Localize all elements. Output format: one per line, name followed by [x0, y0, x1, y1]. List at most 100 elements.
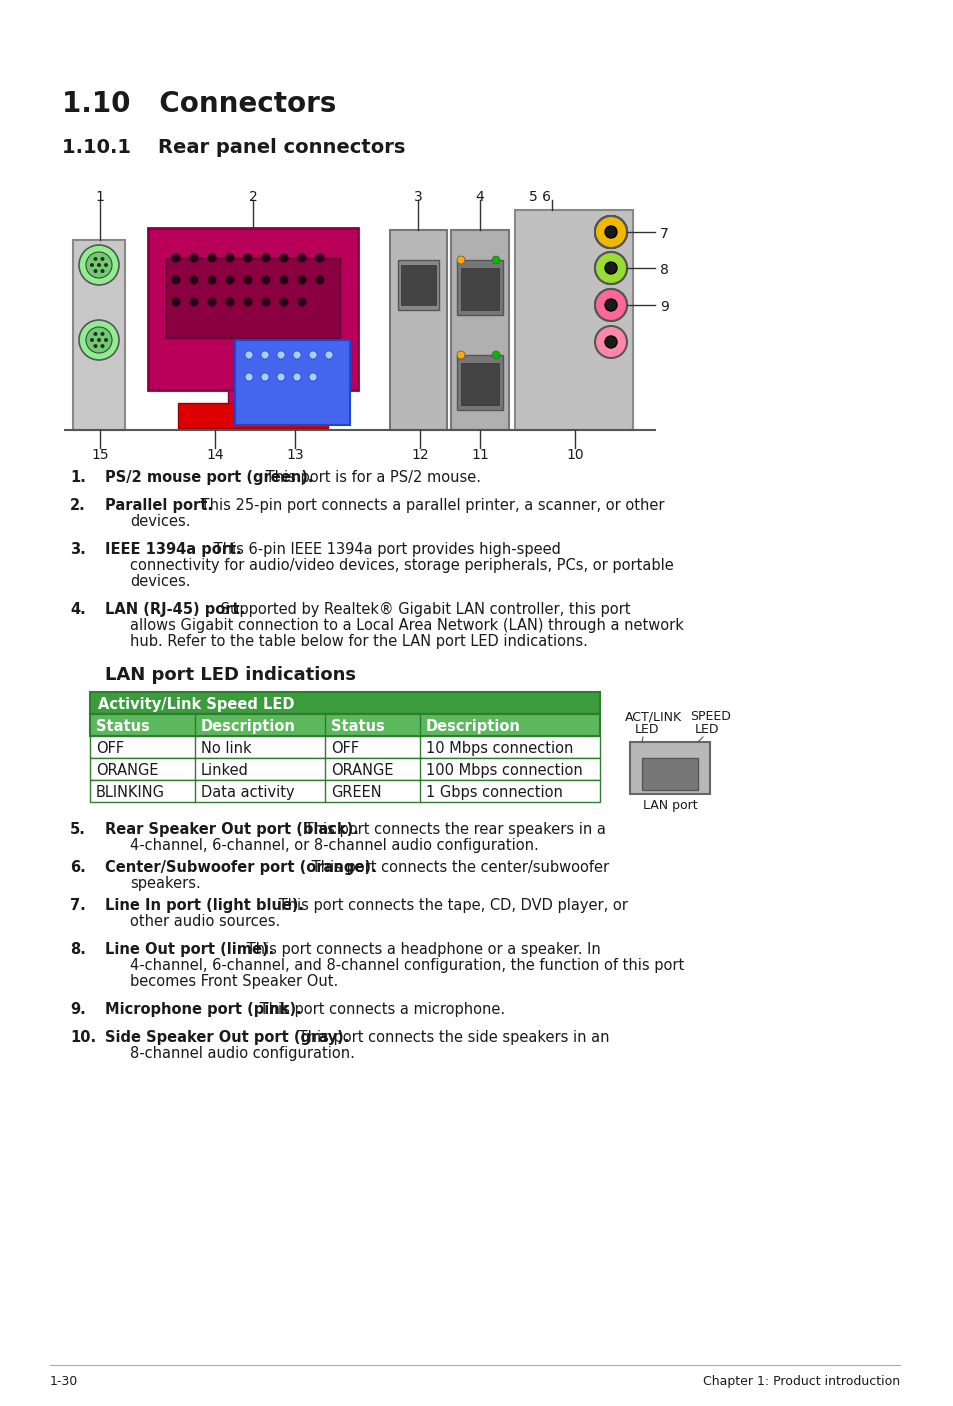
Circle shape — [261, 373, 269, 381]
Text: 4-channel, 6-channel, and 8-channel configuration, the function of this port: 4-channel, 6-channel, and 8-channel conf… — [130, 957, 683, 973]
Circle shape — [97, 337, 101, 342]
Circle shape — [100, 332, 105, 336]
Text: OFF: OFF — [331, 741, 358, 756]
Text: 4-channel, 6-channel, or 8-channel audio configuration.: 4-channel, 6-channel, or 8-channel audio… — [130, 838, 538, 853]
Text: connectivity for audio/video devices, storage peripherals, PCs, or portable: connectivity for audio/video devices, st… — [130, 558, 673, 574]
Bar — [166, 257, 339, 337]
Circle shape — [279, 276, 288, 284]
Text: 4: 4 — [476, 190, 484, 204]
Text: IEEE 1394a port.: IEEE 1394a port. — [105, 541, 241, 557]
Circle shape — [315, 253, 324, 263]
Text: 1-30: 1-30 — [50, 1375, 78, 1388]
Circle shape — [97, 263, 101, 267]
Text: 1: 1 — [95, 190, 104, 204]
Text: devices.: devices. — [130, 574, 191, 589]
Bar — [90, 780, 599, 801]
Text: This port connects the side speakers in an: This port connects the side speakers in … — [294, 1031, 609, 1045]
Circle shape — [492, 352, 499, 359]
Text: 2: 2 — [249, 190, 257, 204]
Circle shape — [297, 276, 306, 284]
Text: This port connects a headphone or a speaker. In: This port connects a headphone or a spea… — [241, 942, 599, 957]
Text: 2.: 2. — [70, 498, 86, 513]
Text: This 25-pin port connects a parallel printer, a scanner, or other: This 25-pin port connects a parallel pri… — [196, 498, 664, 513]
Text: 3: 3 — [414, 190, 422, 204]
Text: Description: Description — [201, 718, 295, 734]
Circle shape — [208, 276, 216, 284]
Circle shape — [595, 217, 626, 247]
Circle shape — [93, 332, 97, 336]
Circle shape — [604, 262, 617, 274]
Text: allows Gigabit connection to a Local Area Network (LAN) through a network: allows Gigabit connection to a Local Are… — [130, 619, 683, 633]
Bar — [629, 742, 709, 794]
Text: 9: 9 — [659, 299, 668, 314]
Text: Microphone port (pink).: Microphone port (pink). — [105, 1002, 301, 1017]
Circle shape — [100, 257, 105, 262]
Circle shape — [261, 253, 271, 263]
Text: 9.: 9. — [70, 1002, 86, 1017]
Circle shape — [245, 352, 253, 359]
Circle shape — [172, 276, 180, 284]
Circle shape — [604, 226, 617, 238]
Circle shape — [279, 253, 288, 263]
Text: 1.10   Connectors: 1.10 Connectors — [62, 90, 336, 118]
Text: Supported by Realtek® Gigabit LAN controller, this port: Supported by Realtek® Gigabit LAN contro… — [215, 602, 630, 617]
Text: 7: 7 — [659, 226, 668, 240]
Circle shape — [93, 269, 97, 273]
Text: BLINKING: BLINKING — [96, 785, 165, 800]
Text: 10: 10 — [565, 449, 583, 463]
Circle shape — [595, 290, 626, 321]
Text: Linked: Linked — [201, 763, 249, 778]
Text: This port connects a microphone.: This port connects a microphone. — [254, 1002, 504, 1017]
Text: This port is for a PS/2 mouse.: This port is for a PS/2 mouse. — [261, 470, 480, 485]
Circle shape — [245, 373, 253, 381]
Bar — [73, 240, 125, 430]
Circle shape — [276, 373, 285, 381]
Text: 1.: 1. — [70, 470, 86, 485]
Bar — [90, 692, 599, 714]
Text: This port connects the tape, CD, DVD player, or: This port connects the tape, CD, DVD pla… — [274, 898, 627, 912]
Text: hub. Refer to the table below for the LAN port LED indications.: hub. Refer to the table below for the LA… — [130, 634, 587, 650]
Circle shape — [604, 226, 617, 238]
Text: 1 Gbps connection: 1 Gbps connection — [426, 785, 562, 800]
Bar — [515, 209, 633, 430]
Circle shape — [190, 298, 198, 307]
Text: GREEN: GREEN — [331, 785, 381, 800]
Circle shape — [93, 257, 97, 262]
Bar — [90, 758, 599, 780]
Circle shape — [595, 217, 626, 247]
Circle shape — [104, 337, 108, 342]
Circle shape — [456, 256, 464, 264]
Circle shape — [86, 328, 112, 353]
Text: 6.: 6. — [70, 860, 86, 875]
Text: LAN port LED indications: LAN port LED indications — [105, 666, 355, 683]
Text: OFF: OFF — [96, 741, 124, 756]
Circle shape — [90, 263, 94, 267]
Circle shape — [492, 256, 499, 264]
Text: becomes Front Speaker Out.: becomes Front Speaker Out. — [130, 974, 338, 988]
Text: This 6-pin IEEE 1394a port provides high-speed: This 6-pin IEEE 1394a port provides high… — [209, 541, 560, 557]
Circle shape — [595, 217, 626, 247]
Circle shape — [309, 352, 316, 359]
Circle shape — [104, 263, 108, 267]
Circle shape — [225, 276, 234, 284]
Text: LED: LED — [635, 723, 659, 735]
Circle shape — [225, 253, 234, 263]
Bar — [641, 758, 698, 790]
Circle shape — [604, 299, 617, 311]
Bar — [460, 363, 498, 405]
Circle shape — [208, 298, 216, 307]
Bar — [90, 714, 599, 735]
Circle shape — [315, 276, 324, 284]
Circle shape — [325, 352, 333, 359]
Text: 5 6: 5 6 — [529, 190, 551, 204]
Circle shape — [595, 217, 626, 247]
Circle shape — [100, 344, 105, 349]
Text: 4.: 4. — [70, 602, 86, 617]
Circle shape — [595, 290, 626, 321]
Circle shape — [604, 226, 617, 238]
Circle shape — [297, 298, 306, 307]
Bar — [456, 354, 502, 411]
Text: Side Speaker Out port (gray).: Side Speaker Out port (gray). — [105, 1031, 349, 1045]
Circle shape — [456, 352, 464, 359]
Text: No link: No link — [201, 741, 252, 756]
